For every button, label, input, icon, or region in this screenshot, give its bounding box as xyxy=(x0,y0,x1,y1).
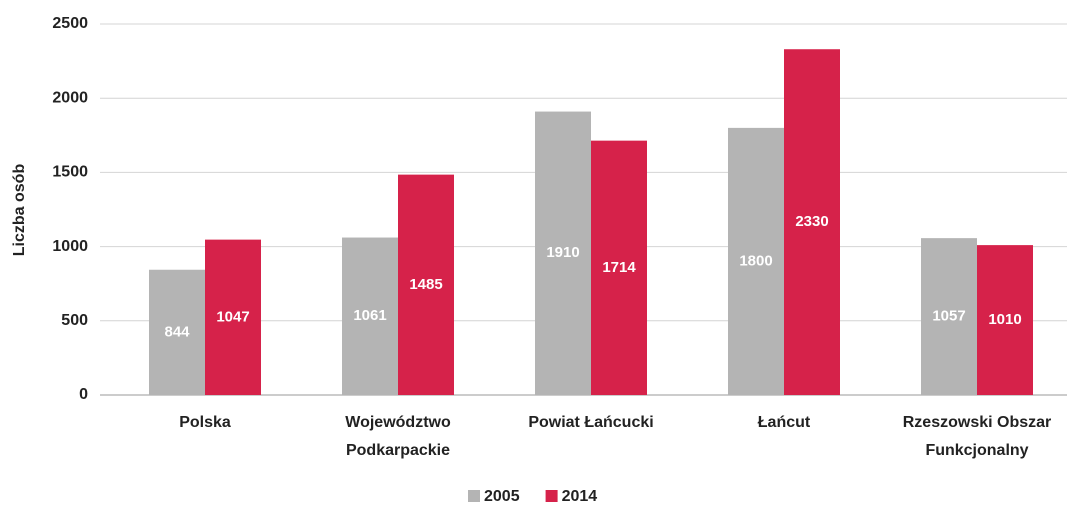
x-tick-label: Łańcut xyxy=(758,414,811,431)
bar xyxy=(342,237,398,395)
data-label: 1010 xyxy=(988,311,1021,328)
data-label: 1714 xyxy=(602,259,636,276)
data-label: 1910 xyxy=(546,244,579,261)
y-axis-label: Liczba osób xyxy=(11,164,28,257)
x-tick-label: Powiat Łańcucki xyxy=(528,414,653,431)
bar xyxy=(398,174,454,395)
bar xyxy=(149,269,205,395)
data-label: 1057 xyxy=(932,308,965,325)
bar xyxy=(728,127,784,395)
y-tick-label: 1500 xyxy=(52,164,88,181)
data-label: 2330 xyxy=(795,213,828,230)
x-tick-label: Rzeszowski Obszar Funkcjonalny xyxy=(903,414,1052,459)
bar xyxy=(921,238,977,395)
legend-swatch xyxy=(545,490,558,502)
data-label: 1485 xyxy=(409,276,442,293)
x-tick-label: Województwo Podkarpackie xyxy=(345,414,451,459)
y-tick-label: 1000 xyxy=(52,238,88,255)
bar xyxy=(535,111,591,395)
data-label: 1061 xyxy=(353,307,386,324)
legend-label: 2014 xyxy=(562,488,598,505)
bar xyxy=(784,49,840,396)
data-label: 1800 xyxy=(739,252,772,269)
x-tick-label: Polska xyxy=(179,414,231,431)
data-label: 844 xyxy=(164,323,190,340)
bar xyxy=(205,239,261,395)
legend-swatch xyxy=(468,490,480,502)
legend-label: 2005 xyxy=(484,488,520,505)
y-tick-label: 0 xyxy=(79,386,88,403)
y-tick-label: 2000 xyxy=(52,89,88,106)
y-tick-label: 2500 xyxy=(52,15,88,32)
bar xyxy=(977,245,1033,395)
y-tick-label: 500 xyxy=(61,312,88,329)
data-label: 1047 xyxy=(216,308,249,325)
bar xyxy=(591,140,647,395)
